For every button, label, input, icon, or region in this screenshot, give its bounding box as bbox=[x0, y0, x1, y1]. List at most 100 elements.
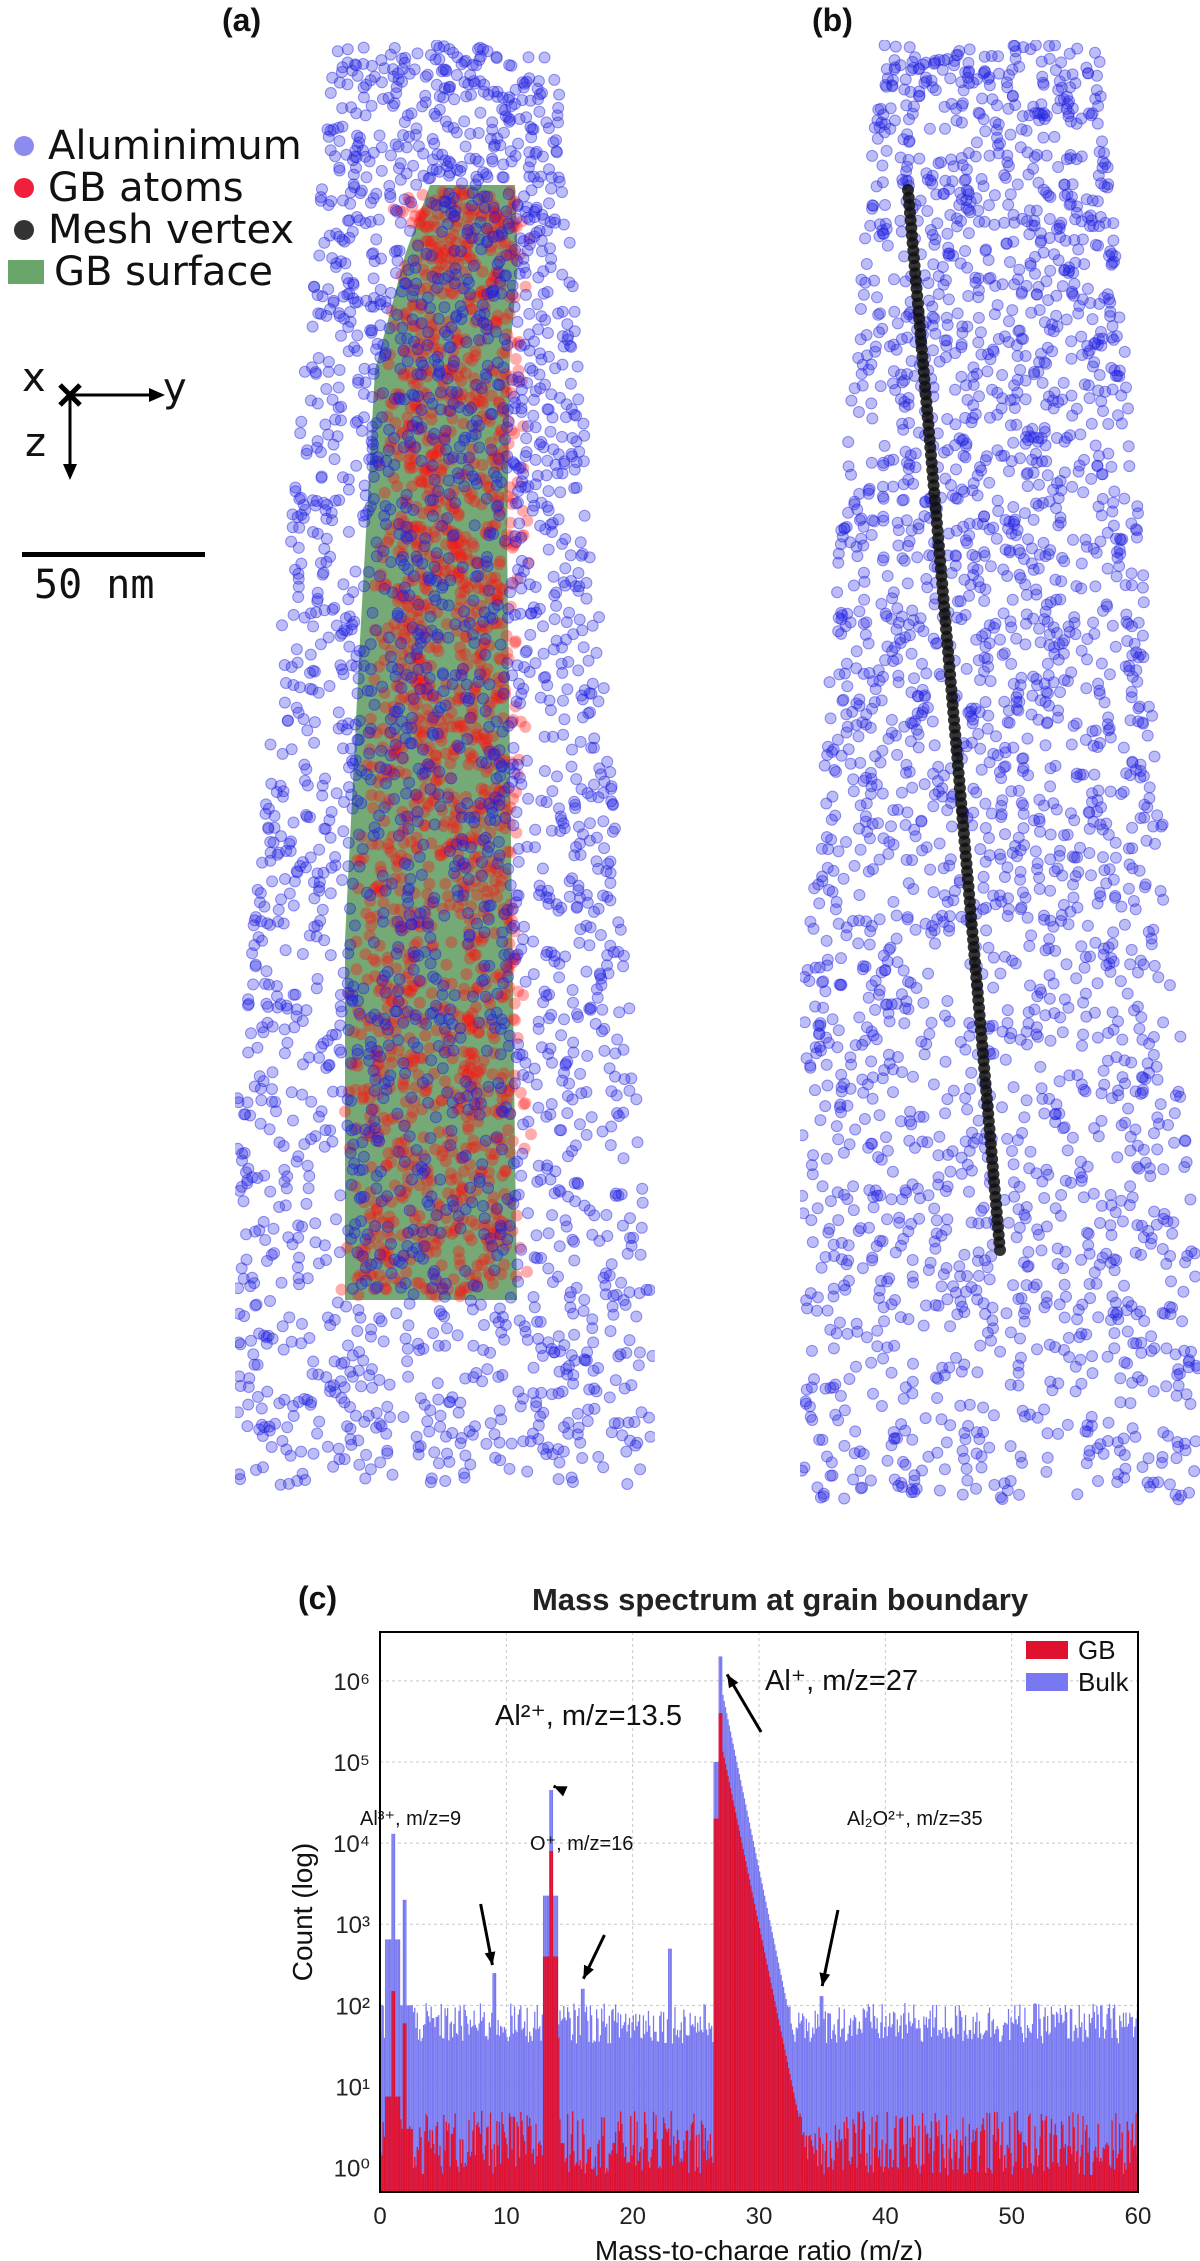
aluminium-atom bbox=[1077, 1191, 1090, 1204]
gb-atom bbox=[453, 1290, 466, 1303]
gb-atom bbox=[494, 506, 507, 519]
aluminium-atom bbox=[588, 732, 601, 745]
aluminium-atom bbox=[342, 345, 355, 358]
aluminium-atom bbox=[304, 1398, 317, 1411]
gb-atom bbox=[372, 1127, 385, 1140]
aluminium-atom bbox=[472, 127, 485, 139]
aluminium-atom bbox=[389, 138, 402, 151]
aluminium-atom bbox=[287, 1410, 300, 1422]
aluminium-atom bbox=[480, 318, 493, 331]
aluminium-atom bbox=[568, 325, 581, 338]
gb-atom bbox=[468, 1053, 481, 1066]
gb-atom bbox=[401, 1227, 414, 1239]
gb-atom bbox=[404, 366, 417, 379]
aluminium-atom bbox=[364, 196, 377, 209]
aluminium-atom bbox=[341, 977, 354, 990]
aluminium-atom bbox=[480, 368, 492, 381]
aluminium-atom bbox=[367, 470, 380, 483]
aluminium-atom bbox=[392, 140, 405, 153]
aluminium-atom bbox=[532, 1419, 545, 1432]
aluminium-atom bbox=[464, 1294, 477, 1307]
gb-atom bbox=[387, 903, 400, 916]
aluminium-atom bbox=[295, 1445, 308, 1458]
aluminium-atom bbox=[498, 1017, 511, 1030]
aluminium-atom bbox=[452, 890, 465, 903]
aluminium-atom bbox=[483, 720, 496, 733]
gb-atom bbox=[498, 907, 511, 920]
gb-atom bbox=[364, 712, 377, 725]
gb-atom bbox=[372, 1071, 385, 1084]
gb-atom bbox=[470, 822, 483, 835]
aluminium-atom bbox=[499, 812, 512, 824]
aluminium-atom bbox=[285, 1335, 298, 1348]
aluminium-atom bbox=[574, 1436, 587, 1449]
gb-atom bbox=[464, 1057, 477, 1070]
aluminium-atom bbox=[580, 919, 593, 932]
aluminium-atom bbox=[324, 949, 337, 962]
aluminium-atom bbox=[456, 177, 468, 190]
gb-atom bbox=[389, 744, 402, 757]
gb-atom bbox=[393, 943, 406, 956]
gb-atom bbox=[429, 1231, 442, 1244]
aluminium-atom bbox=[541, 286, 554, 298]
gb-atom bbox=[408, 660, 421, 673]
gb-atom bbox=[453, 1253, 466, 1266]
aluminium-atom bbox=[563, 1077, 576, 1090]
gb-atom bbox=[503, 937, 516, 950]
aluminium-atom bbox=[391, 205, 404, 218]
gb-atom bbox=[414, 283, 426, 296]
aluminium-atom bbox=[535, 1252, 548, 1264]
aluminium-atom bbox=[335, 1085, 348, 1098]
gb-atom bbox=[411, 792, 424, 805]
aluminium-atom bbox=[264, 918, 277, 931]
aluminium-atom bbox=[462, 873, 475, 886]
gb-atom bbox=[418, 676, 430, 688]
aluminium-atom bbox=[523, 666, 536, 678]
gb-atom bbox=[414, 604, 427, 617]
gb-atom bbox=[487, 271, 500, 284]
gb-atom bbox=[375, 630, 388, 643]
aluminium-atom bbox=[390, 1005, 403, 1018]
aluminium-atom bbox=[351, 733, 364, 746]
aluminium-atom bbox=[570, 1281, 583, 1294]
aluminium-atom bbox=[393, 702, 406, 715]
aluminium-atom bbox=[821, 1079, 834, 1092]
gb-atom bbox=[479, 526, 492, 539]
gb-atom bbox=[371, 1204, 383, 1217]
gb-atom bbox=[413, 218, 426, 231]
aluminium-atom bbox=[303, 1332, 316, 1344]
aluminium-atom bbox=[566, 1093, 579, 1106]
aluminium-atom bbox=[463, 930, 476, 943]
gb-atom bbox=[475, 648, 488, 661]
gb-atom bbox=[427, 691, 440, 704]
aluminium-atom bbox=[462, 694, 475, 707]
gb-atom bbox=[476, 409, 489, 422]
gb-atom bbox=[419, 761, 432, 774]
gb-atom bbox=[485, 578, 498, 591]
aluminium-atom bbox=[480, 222, 493, 235]
aluminium-atom bbox=[481, 332, 494, 345]
gb-atom bbox=[404, 1253, 417, 1266]
gb-atom bbox=[372, 1058, 385, 1071]
gb-atom bbox=[433, 730, 446, 743]
aluminium-atom bbox=[856, 1262, 869, 1275]
aluminium-atom bbox=[349, 1123, 362, 1136]
aluminium-atom bbox=[374, 1456, 387, 1469]
gb-atom bbox=[481, 663, 494, 676]
aluminium-atom bbox=[394, 157, 407, 170]
aluminium-atom bbox=[533, 347, 546, 360]
aluminium-atom bbox=[517, 252, 530, 265]
aluminium-atom bbox=[329, 413, 342, 426]
gb-atom bbox=[489, 1208, 502, 1220]
gb-atom bbox=[391, 443, 404, 456]
aluminium-atom bbox=[546, 411, 559, 424]
aluminium-atom bbox=[375, 141, 388, 154]
gb-atom bbox=[407, 1054, 420, 1067]
gb-atom bbox=[419, 465, 432, 478]
gb-atom bbox=[390, 388, 403, 401]
aluminium-atom bbox=[242, 1162, 255, 1175]
aluminium-atom bbox=[528, 1301, 541, 1314]
aluminium-atom bbox=[438, 909, 451, 922]
gb-atom bbox=[404, 617, 416, 630]
aluminium-atom bbox=[432, 312, 445, 325]
